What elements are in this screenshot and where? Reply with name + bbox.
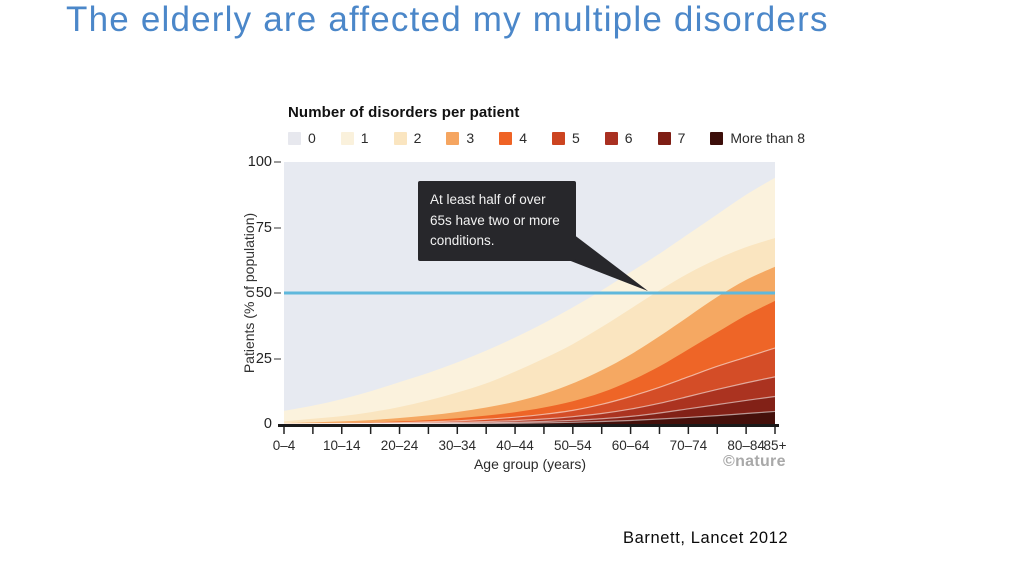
x-tick-label: 80–84 bbox=[727, 438, 765, 453]
legend-label: More than 8 bbox=[730, 130, 806, 146]
x-tick-label: 30–34 bbox=[438, 438, 477, 453]
annotation-callout: At least half of over 65s have two or mo… bbox=[418, 181, 576, 261]
y-tick-label: 75 bbox=[255, 219, 272, 236]
band-7 bbox=[284, 396, 775, 424]
legend-swatch-icon bbox=[499, 131, 513, 145]
band-more-than-8 bbox=[284, 411, 775, 424]
y-tick-label: 25 bbox=[255, 350, 272, 367]
y-tick-label: 100 bbox=[247, 154, 272, 170]
x-tick-label: 40–44 bbox=[496, 438, 534, 453]
legend-item-4: 4 bbox=[499, 130, 527, 146]
legend-swatch-icon bbox=[710, 131, 724, 145]
y-tick-mark bbox=[274, 292, 281, 294]
legend-item-1: 1 bbox=[340, 130, 369, 146]
legend-swatch-icon bbox=[657, 131, 671, 145]
y-tick-mark bbox=[274, 357, 281, 360]
legend-swatch-icon bbox=[446, 131, 460, 145]
x-tick-label: 50–54 bbox=[554, 438, 592, 453]
legend-label: 7 bbox=[677, 130, 686, 146]
x-tick-label: 20–24 bbox=[380, 438, 419, 453]
legend-swatch-icon bbox=[551, 131, 565, 145]
legend-item-8: More than 8 bbox=[710, 130, 805, 146]
legend-item-3: 3 bbox=[446, 130, 474, 146]
y-tick-label: 50 bbox=[255, 285, 272, 301]
y-tick-mark bbox=[274, 226, 281, 229]
x-tick-label: 70–74 bbox=[669, 438, 708, 453]
x-tick-label: 0–4 bbox=[272, 438, 296, 453]
y-tick-label: 0 bbox=[263, 416, 272, 432]
citation: Barnett, Lancet 2012 bbox=[623, 529, 789, 547]
nature-watermark: ©nature bbox=[723, 453, 786, 470]
legend-item-6: 6 bbox=[604, 130, 633, 146]
legend-item-0: 0 bbox=[288, 130, 316, 146]
chart-legend-title: Number of disorders per patient bbox=[288, 104, 520, 121]
legend-swatch-icon bbox=[340, 131, 354, 145]
legend-label: 5 bbox=[571, 130, 580, 146]
x-tick-label: 85+ bbox=[763, 438, 787, 453]
band-separator bbox=[284, 410, 775, 424]
x-tick-label: 10–14 bbox=[322, 438, 361, 453]
legend-swatch-icon bbox=[604, 131, 618, 145]
legend-label: 0 bbox=[308, 130, 316, 146]
x-tick-label: 60–64 bbox=[611, 438, 650, 453]
legend-swatch-icon bbox=[288, 131, 301, 145]
legend-swatch-icon bbox=[393, 131, 407, 145]
band-6 bbox=[284, 376, 775, 424]
chart-legend: 0 1 2 3 4 5 6 7 More than 8 bbox=[288, 130, 805, 146]
legend-label: 1 bbox=[360, 130, 369, 146]
legend-item-5: 5 bbox=[551, 130, 580, 146]
legend-label: 4 bbox=[519, 130, 527, 146]
legend-label: 3 bbox=[466, 130, 475, 146]
legend-label: 2 bbox=[413, 130, 422, 146]
y-tick-mark bbox=[274, 161, 281, 163]
legend-label: 6 bbox=[624, 130, 633, 146]
legend-item-2: 2 bbox=[393, 130, 422, 146]
slide-title: The elderly are affected my multiple dis… bbox=[66, 0, 829, 39]
legend-item-7: 7 bbox=[657, 130, 686, 146]
x-axis-title: Age group (years) bbox=[473, 456, 587, 472]
